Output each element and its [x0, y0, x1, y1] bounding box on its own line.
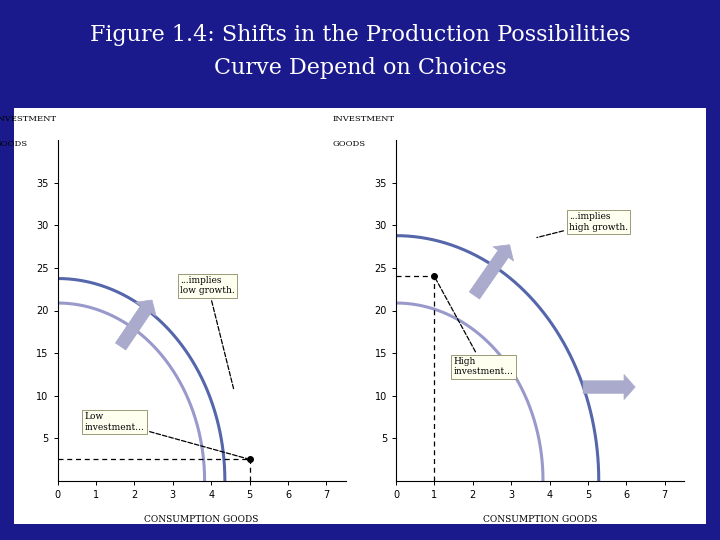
Text: Low
investment...: Low investment... [84, 412, 247, 458]
Text: High
investment...: High investment... [436, 279, 513, 376]
Text: CONSUMPTION GOODS: CONSUMPTION GOODS [145, 515, 258, 524]
Text: ...implies
low growth.: ...implies low growth. [181, 276, 235, 389]
Text: INVESTMENT: INVESTMENT [333, 116, 395, 123]
Text: GOODS: GOODS [333, 140, 366, 148]
Text: INVESTMENT: INVESTMENT [0, 116, 56, 123]
Text: ...implies
high growth.: ...implies high growth. [537, 212, 628, 238]
Text: Figure 1.4: Shifts in the Production Possibilities: Figure 1.4: Shifts in the Production Pos… [90, 24, 630, 46]
Text: GOODS: GOODS [0, 140, 27, 148]
Text: Curve Depend on Choices: Curve Depend on Choices [214, 57, 506, 79]
Text: CONSUMPTION GOODS: CONSUMPTION GOODS [483, 515, 597, 524]
